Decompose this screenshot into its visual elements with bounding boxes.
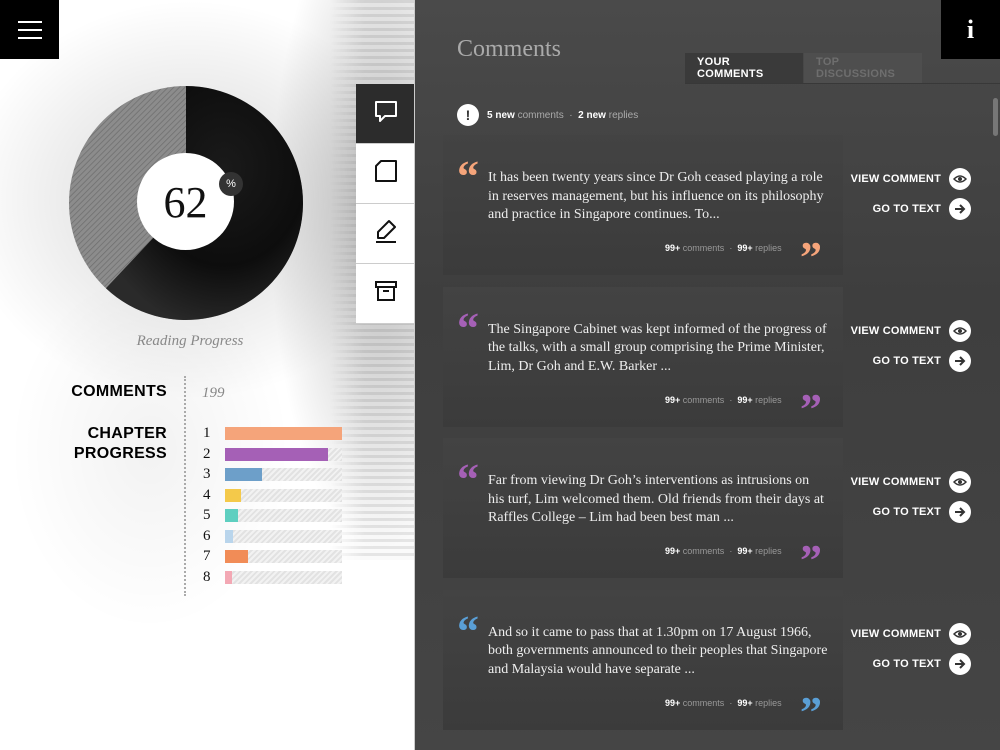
- comment-meta: 99+ comments · 99+ replies: [665, 697, 782, 708]
- go-to-text-button[interactable]: GO TO TEXT: [873, 198, 971, 220]
- hamburger-menu-icon: [17, 20, 42, 23]
- eye-icon: [949, 319, 971, 342]
- comment-meta: 99+ comments · 99+ replies: [665, 243, 782, 253]
- comment-meta: 99+ comments · 99+ replies: [665, 546, 782, 556]
- chapter-progress-fill: [225, 427, 342, 440]
- chapter-number: 4: [203, 486, 211, 503]
- chapter-progress-fill: [225, 488, 242, 502]
- open-quote-icon: “: [457, 152, 479, 201]
- comment-card[interactable]: “It has been twenty years since Dr Goh c…: [443, 135, 843, 282]
- chapter-progress-track: [225, 427, 342, 440]
- comment-card[interactable]: “And so it came to pass that at 1.30pm o…: [443, 589, 843, 737]
- note-icon: [373, 158, 399, 189]
- chapter-number: 3: [203, 466, 211, 482]
- arrow-right-icon: [949, 349, 971, 372]
- chapter-number: 7: [203, 548, 211, 564]
- chapter-progress-track: [225, 509, 342, 522]
- archive-icon: [373, 278, 399, 309]
- open-quote-icon: “: [457, 303, 479, 353]
- close-quote-icon: ”: [800, 233, 822, 282]
- scrollbar[interactable]: [993, 98, 998, 136]
- chapter-progress-label: CHAPTER PROGRESS: [73, 425, 167, 462]
- view-comment-button[interactable]: VIEW COMMENT: [851, 319, 971, 342]
- new-activity-notice: ! 5 new comments · 2 new replies: [457, 104, 638, 126]
- tool-bar: [356, 84, 414, 324]
- arrow-right-icon: [949, 501, 971, 523]
- tab-your-comments[interactable]: YOUR COMMENTS: [685, 53, 803, 83]
- view-comment-button[interactable]: VIEW COMMENT: [851, 168, 971, 190]
- panel-title: Comments: [457, 36, 562, 62]
- open-quote-icon: “: [457, 455, 479, 504]
- progress-percent-circle: 62: [137, 153, 234, 250]
- percent-badge: %: [219, 172, 243, 196]
- tab-top-discussions[interactable]: TOP DISCUSSIONS: [804, 53, 922, 83]
- chapter-progress-track: [225, 488, 342, 502]
- chapter-progress-track: [225, 550, 342, 563]
- close-quote-icon: ”: [800, 687, 822, 737]
- arrow-right-icon: [949, 198, 971, 220]
- comments-stat-label: COMMENTS: [71, 383, 167, 400]
- eye-icon: [949, 168, 971, 190]
- chapter-number: 2: [203, 445, 211, 462]
- comments-panel: i Comments YOUR COMMENTS TOP DISCUSSIONS…: [415, 0, 1000, 750]
- chapter-number: 1: [203, 425, 211, 441]
- chapter-progress-track: [225, 570, 342, 584]
- stats-divider: [184, 376, 186, 596]
- comment-meta: 99+ comments · 99+ replies: [665, 394, 782, 405]
- eye-icon: [949, 622, 971, 645]
- info-icon: i: [966, 14, 975, 44]
- comment-excerpt: Far from viewing Dr Goh’s interventions …: [488, 473, 824, 525]
- comment-card[interactable]: “The Singapore Cabinet was kept informed…: [443, 286, 843, 434]
- chapter-progress-track: [225, 529, 342, 543]
- chapter-progress-track: [225, 447, 342, 461]
- tool-note-button[interactable]: [356, 144, 414, 204]
- arrow-right-icon: [949, 652, 971, 675]
- open-quote-icon: “: [457, 606, 479, 656]
- comment-card[interactable]: “Far from viewing Dr Goh’s interventions…: [443, 438, 843, 585]
- chapter-progress-fill: [225, 529, 234, 543]
- chapter-progress-track: [225, 468, 342, 481]
- chapter-progress-fill: [225, 447, 328, 461]
- new-activity-text: 5 new comments · 2 new replies: [487, 109, 639, 121]
- progress-percent-value: 62: [163, 178, 208, 227]
- chapter-progress-fill: [225, 550, 249, 563]
- chapter-number: 6: [203, 527, 211, 544]
- chapter-progress-fill: [225, 509, 238, 522]
- chapter-progress-fill: [225, 570, 233, 584]
- comment-excerpt: It has been twenty years since Dr Goh ce…: [488, 170, 824, 222]
- chapter-number: 8: [203, 568, 211, 585]
- view-comment-button[interactable]: VIEW COMMENT: [851, 622, 971, 645]
- go-to-text-button[interactable]: GO TO TEXT: [873, 501, 971, 523]
- go-to-text-button[interactable]: GO TO TEXT: [873, 652, 971, 675]
- speech-bubble-icon: [373, 98, 399, 129]
- menu-button[interactable]: [0, 0, 59, 59]
- highlighter-icon: [372, 217, 400, 250]
- comment-excerpt: The Singapore Cabinet was kept informed …: [488, 321, 827, 374]
- comment-excerpt: And so it came to pass that at 1.30pm on…: [488, 624, 828, 677]
- chapter-progress-fill: [225, 468, 263, 481]
- close-quote-icon: ”: [800, 536, 822, 585]
- chapter-number: 5: [203, 507, 211, 523]
- reading-progress-label: Reading Progress: [136, 333, 244, 349]
- comments-stat-count: 199: [202, 385, 225, 401]
- eye-icon: [949, 471, 971, 493]
- view-comment-button[interactable]: VIEW COMMENT: [851, 471, 971, 493]
- info-button[interactable]: i: [941, 0, 1000, 59]
- tool-speech-bubble-button[interactable]: [356, 84, 414, 144]
- tool-highlighter-button[interactable]: [356, 204, 414, 264]
- close-quote-icon: ”: [800, 384, 822, 434]
- reading-progress-panel: 62 % Reading Progress COMMENTS 199 CHAPT…: [0, 0, 415, 750]
- tool-archive-button[interactable]: [356, 264, 414, 324]
- exclamation-icon: !: [457, 104, 479, 126]
- tab-underline: [685, 83, 1000, 84]
- go-to-text-button[interactable]: GO TO TEXT: [873, 349, 971, 372]
